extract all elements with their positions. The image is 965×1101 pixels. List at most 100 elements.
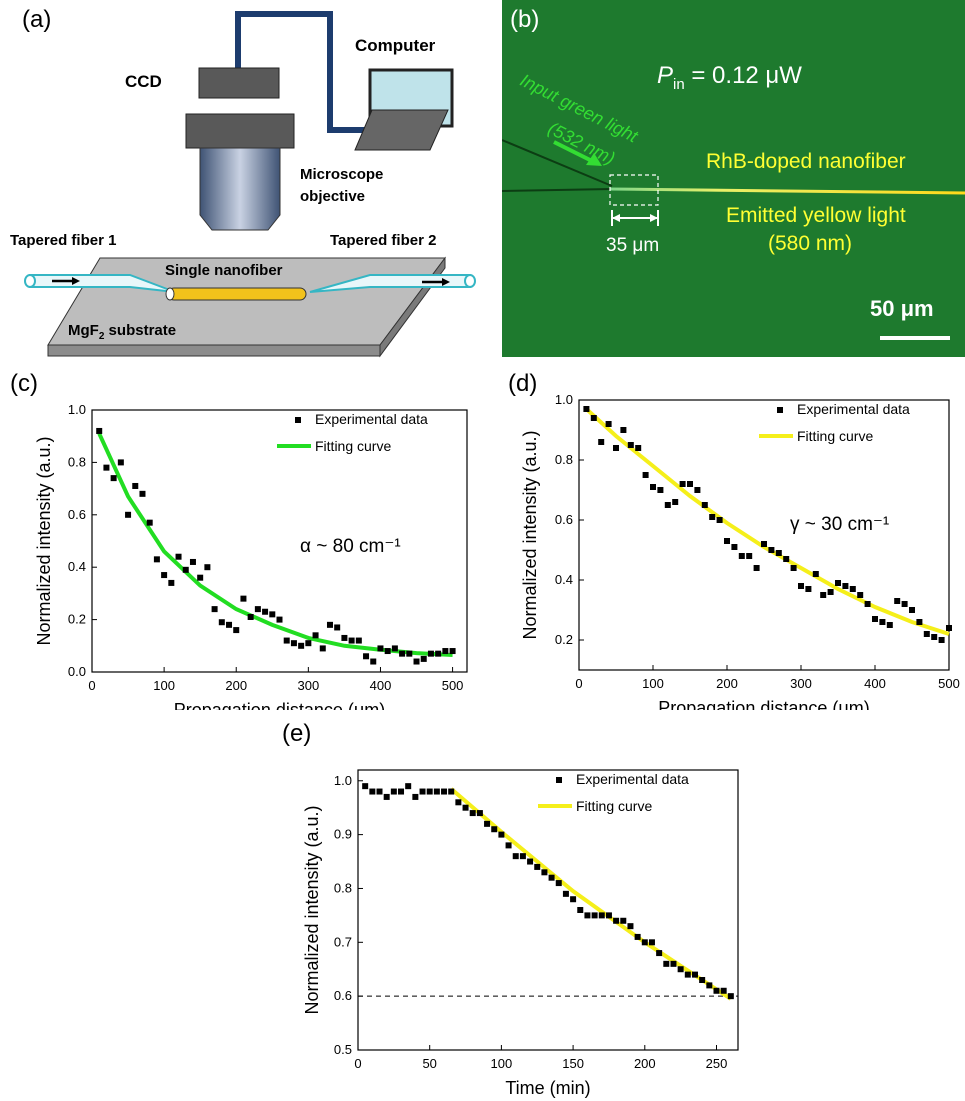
data-point	[442, 648, 449, 655]
data-point	[677, 966, 684, 973]
data-point	[901, 601, 908, 607]
data-point	[555, 880, 562, 887]
data-point	[753, 565, 760, 571]
data-point	[384, 648, 391, 655]
data-point	[377, 645, 384, 652]
legend-label: Experimental data	[797, 401, 910, 417]
data-point	[598, 912, 605, 919]
substrate-side	[47, 344, 381, 357]
data-point	[627, 442, 634, 448]
plot-frame	[91, 409, 468, 673]
data-point	[455, 799, 462, 806]
data-point	[153, 556, 160, 563]
data-point	[746, 553, 753, 559]
y-axis-label: Normalized intensity (a.u.)	[302, 805, 322, 1014]
y-tick-label: 0.6	[334, 988, 352, 1003]
data-point	[413, 658, 420, 665]
emitted-label-1: Emitted yellow light	[726, 204, 906, 227]
ccd-label: CCD	[125, 72, 162, 91]
x-tick-label: 100	[642, 676, 664, 691]
data-point	[412, 793, 419, 800]
data-point	[894, 598, 901, 604]
data-point	[175, 553, 182, 560]
data-point	[96, 427, 103, 434]
data-point	[326, 621, 333, 628]
data-point	[226, 621, 233, 628]
data-point	[405, 783, 412, 790]
data-point	[240, 595, 247, 602]
x-tick-label: 50	[422, 1056, 436, 1071]
x-tick-label: 200	[716, 676, 738, 691]
y-tick-label: 0.4	[68, 559, 86, 574]
input-power: Pin = 0.12 μW	[657, 62, 802, 93]
data-point	[938, 637, 945, 643]
x-tick-label: 500	[938, 676, 960, 691]
data-point	[577, 907, 584, 913]
data-point	[713, 987, 720, 994]
tapered-fiber-1-label: Tapered fiber 1	[10, 232, 117, 249]
tapered-fiber-2-label: Tapered fiber 2	[330, 232, 437, 249]
data-point	[761, 541, 767, 547]
legend-marker	[295, 417, 301, 423]
data-point	[390, 788, 397, 795]
data-point	[724, 538, 730, 544]
y-tick-label: 1.0	[68, 402, 86, 417]
data-point	[298, 642, 305, 649]
data-point	[605, 912, 612, 919]
x-tick-label: 300	[790, 676, 812, 691]
y-tick-label: 0.5	[334, 1042, 352, 1057]
data-point	[583, 406, 590, 412]
data-point	[709, 514, 716, 520]
nanofiber	[167, 287, 307, 301]
data-point	[923, 631, 930, 637]
panel-label-c: (c)	[10, 370, 38, 397]
data-point	[716, 517, 723, 523]
x-tick-label: 500	[442, 678, 464, 693]
data-point	[305, 640, 312, 647]
y-tick-label: 0.7	[334, 934, 352, 949]
data-point	[491, 826, 498, 833]
data-point	[648, 939, 655, 946]
scale-bar-label: 50 μm	[870, 296, 934, 321]
y-tick-label: 0.9	[334, 827, 352, 842]
x-tick-label: 400	[864, 676, 886, 691]
data-point	[783, 556, 790, 562]
data-point	[691, 971, 698, 978]
data-point	[247, 613, 254, 620]
panel-label-e: (e)	[282, 720, 312, 747]
data-point	[842, 583, 849, 589]
data-point	[254, 606, 261, 613]
x-axis-label: Time (min)	[505, 1078, 590, 1098]
data-point	[835, 580, 841, 586]
data-point	[812, 571, 819, 577]
panel-b: (b) Pin = 0.12 μW Input green light (532…	[502, 0, 965, 357]
data-point	[650, 484, 656, 490]
legend-marker	[556, 777, 562, 783]
ccd-camera	[198, 67, 280, 99]
data-point	[684, 971, 691, 978]
data-point	[879, 619, 886, 625]
microscope-objective	[199, 147, 281, 231]
data-point	[590, 415, 597, 421]
fitting-curve	[449, 787, 732, 1001]
data-point	[435, 650, 442, 657]
data-point	[541, 869, 548, 876]
data-point	[269, 611, 276, 618]
data-point	[872, 616, 878, 622]
ccd-mount	[185, 113, 295, 149]
data-point	[798, 583, 804, 589]
data-point	[584, 912, 591, 919]
data-point	[341, 634, 348, 641]
data-point	[720, 987, 727, 994]
data-point	[204, 564, 211, 571]
data-point	[469, 810, 476, 817]
data-point	[857, 592, 864, 598]
data-point	[642, 472, 649, 478]
data-point	[790, 565, 797, 571]
data-point	[420, 655, 427, 662]
data-point	[290, 640, 297, 647]
data-point	[727, 993, 734, 1000]
rhb-label: RhB-doped nanofiber	[706, 150, 906, 173]
emitted-label-2: (580 nm)	[768, 232, 853, 255]
data-point	[598, 439, 605, 445]
